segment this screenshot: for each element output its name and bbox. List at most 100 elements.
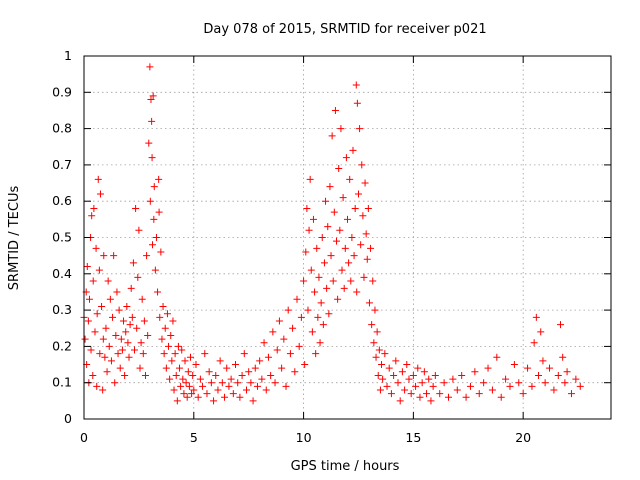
data-point (247, 379, 255, 387)
data-point (214, 386, 222, 394)
x-tick-label: 0 (80, 430, 88, 445)
data-point (532, 313, 540, 321)
data-point (216, 357, 224, 365)
data-point (148, 154, 156, 162)
data-point (242, 386, 250, 394)
data-point (180, 390, 188, 398)
data-point (337, 125, 345, 133)
data-point (83, 263, 91, 271)
x-tick-label: 15 (405, 430, 421, 445)
data-point (375, 346, 383, 354)
data-point (339, 194, 347, 202)
data-point (171, 350, 179, 358)
data-point (150, 215, 158, 223)
data-point (458, 371, 466, 379)
data-point (396, 397, 404, 405)
data-point (155, 175, 163, 183)
data-point (572, 375, 580, 383)
data-point (101, 353, 109, 361)
data-point (256, 357, 264, 365)
data-point (306, 175, 314, 183)
data-point (475, 390, 483, 398)
y-tick-label: 0.8 (52, 121, 72, 136)
data-point (93, 310, 101, 318)
data-point (510, 361, 518, 369)
data-point (149, 241, 157, 249)
data-point (307, 266, 315, 274)
x-tick-label: 5 (190, 430, 198, 445)
data-point (100, 252, 108, 260)
data-point (221, 393, 229, 401)
data-point (372, 353, 380, 361)
data-point (368, 321, 376, 329)
y-tick-label: 0.3 (52, 302, 72, 317)
data-point (530, 339, 538, 347)
data-point (91, 328, 99, 336)
data-point (423, 390, 431, 398)
data-point (245, 368, 253, 376)
data-points (80, 63, 584, 405)
data-point (135, 226, 143, 234)
data-point (109, 313, 117, 321)
data-point (207, 379, 215, 387)
data-point (414, 364, 422, 372)
data-point (360, 273, 368, 281)
data-point (144, 332, 152, 340)
data-point (363, 255, 371, 263)
data-point (102, 324, 110, 332)
data-point (403, 361, 411, 369)
data-point (264, 353, 272, 361)
grid-layer (84, 56, 611, 419)
data-point (431, 371, 439, 379)
data-point (96, 190, 104, 198)
data-point (146, 63, 154, 71)
data-point (84, 317, 92, 325)
data-point (134, 273, 142, 281)
data-point (453, 386, 461, 394)
data-point (133, 324, 141, 332)
data-point (488, 386, 496, 394)
data-point (322, 197, 330, 205)
data-point (87, 346, 95, 354)
data-point (103, 368, 111, 376)
data-point (304, 306, 312, 314)
data-point (293, 295, 301, 303)
data-point (315, 273, 323, 281)
y-tick-label: 0.7 (52, 157, 72, 172)
data-point (189, 371, 197, 379)
data-point (316, 339, 324, 347)
x-tick-label: 10 (296, 430, 312, 445)
data-point (121, 371, 129, 379)
data-point (114, 350, 122, 358)
data-point (167, 332, 175, 340)
data-point (190, 386, 198, 394)
y-tick-label: 0.5 (52, 230, 72, 245)
data-point (356, 125, 364, 133)
data-point (181, 357, 189, 365)
data-point (325, 310, 333, 318)
data-point (158, 335, 166, 343)
data-point (362, 230, 370, 238)
data-point (99, 335, 107, 343)
data-point (148, 117, 156, 125)
data-point (519, 390, 527, 398)
data-point (524, 364, 532, 372)
data-point (89, 371, 97, 379)
y-tick-labels: 0 0.1 0.2 0.3 0.4 0.5 0.6 0.7 0.8 0.9 1 (52, 48, 72, 426)
data-point (466, 382, 474, 390)
data-point (124, 339, 132, 347)
data-point (92, 244, 100, 252)
x-tick-labels: 0 5 10 15 20 (80, 430, 531, 445)
data-point (376, 386, 384, 394)
data-point (177, 382, 185, 390)
data-point (398, 368, 406, 376)
data-point (140, 317, 148, 325)
data-point (154, 288, 162, 296)
data-point (280, 335, 288, 343)
data-point (143, 252, 151, 260)
data-point (107, 357, 115, 365)
data-point (563, 368, 571, 376)
data-point (502, 375, 510, 383)
data-point (172, 371, 180, 379)
data-point (556, 321, 564, 329)
